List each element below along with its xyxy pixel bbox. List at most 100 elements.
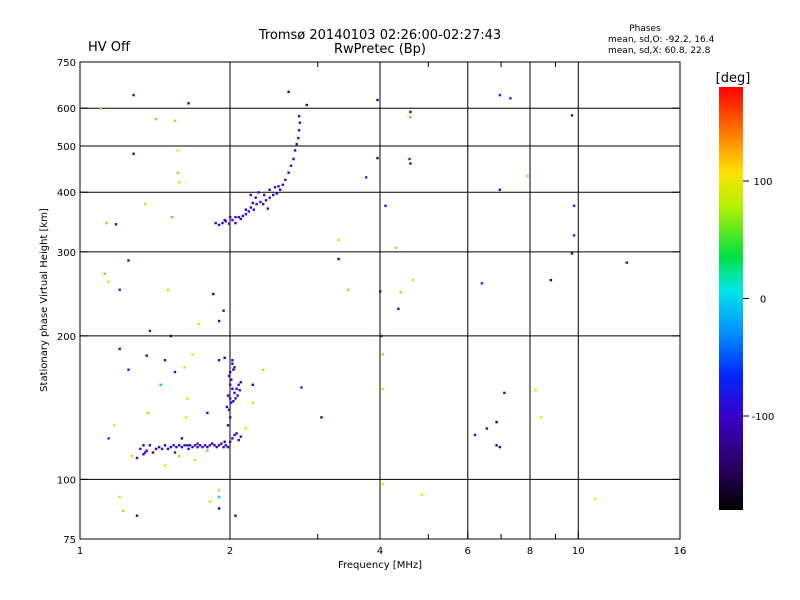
- echo-point: [227, 222, 231, 225]
- echo-point: [172, 444, 175, 447]
- echo-point: [203, 444, 207, 447]
- echo-point: [572, 204, 576, 207]
- colorbar-tick-label: 100: [753, 177, 772, 188]
- echo-point: [187, 102, 190, 105]
- echo-point: [221, 221, 224, 225]
- echo-point: [570, 114, 574, 117]
- echo-point: [214, 221, 217, 225]
- echo-point: [163, 359, 167, 362]
- echo-point: [211, 442, 214, 445]
- echo-point: [231, 362, 234, 365]
- echo-point: [142, 444, 145, 447]
- echo-point: [118, 288, 121, 291]
- echo-point: [381, 482, 385, 485]
- echo-point: [147, 411, 150, 415]
- echo-point: [230, 401, 233, 404]
- echo-point: [381, 353, 385, 356]
- echo-point: [275, 192, 278, 195]
- x-axis: 1 2 4 6 8 10 16: [77, 62, 686, 557]
- echo-point: [186, 444, 189, 447]
- echo-point: [233, 366, 236, 369]
- echo-point: [142, 453, 145, 456]
- y-axis-label: Stationary phase Virtual Height [km]: [39, 208, 50, 392]
- echo-point: [498, 445, 501, 449]
- echo-point: [268, 188, 271, 191]
- hv-status: HV Off: [88, 40, 131, 55]
- echo-point: [572, 234, 576, 237]
- echo-point: [411, 278, 414, 282]
- y-tick-label: 200: [57, 332, 76, 343]
- colorbar-tick-label: -100: [752, 412, 775, 423]
- echo-point: [169, 445, 172, 449]
- echo-point: [235, 387, 238, 390]
- x-tick-label: 6: [465, 546, 471, 557]
- x-tick-label: 8: [527, 546, 533, 557]
- plot-title: Tromsø 20140103 02:26:00-02:27:43: [258, 28, 501, 43]
- echo-point: [495, 444, 498, 447]
- echo-point: [183, 366, 186, 369]
- echo-point: [169, 334, 172, 338]
- echo-point: [184, 416, 188, 419]
- echo-point: [173, 119, 177, 123]
- echo-point: [262, 368, 265, 371]
- echo-point: [191, 445, 194, 449]
- echo-point: [135, 456, 139, 460]
- echo-point: [231, 218, 234, 222]
- echo-point: [292, 157, 295, 161]
- echo-point: [234, 514, 237, 517]
- echo-point: [105, 221, 108, 225]
- echo-point: [217, 495, 221, 499]
- echo-point: [226, 394, 230, 397]
- echo-point: [103, 272, 106, 275]
- echo-point: [226, 445, 230, 449]
- echo-point: [409, 162, 412, 165]
- stats-o: mean, sd,O: -92.2, 16.4: [608, 35, 715, 45]
- echo-point: [247, 210, 250, 213]
- echo-point: [238, 389, 241, 392]
- echo-point: [143, 451, 147, 454]
- echo-point: [171, 215, 174, 219]
- echo-point: [320, 416, 323, 419]
- echo-point: [191, 353, 194, 356]
- echo-point: [284, 178, 287, 182]
- echo-point: [173, 370, 177, 374]
- echo-point: [118, 347, 121, 350]
- echo-point: [509, 97, 512, 100]
- echo-point: [234, 397, 237, 400]
- plot-subtitle: RwPretec (Bp): [334, 42, 426, 57]
- echo-point: [503, 391, 506, 395]
- echo-point: [297, 136, 300, 140]
- echo-point: [234, 221, 237, 225]
- echo-point: [183, 444, 186, 447]
- colorbar: [719, 87, 743, 510]
- echo-point: [244, 213, 248, 216]
- echo-point: [251, 401, 254, 404]
- echo-point: [118, 495, 121, 499]
- y-tick-label: 300: [57, 248, 76, 259]
- echo-point: [143, 202, 147, 206]
- echo-point: [148, 329, 152, 333]
- echo-point: [163, 464, 167, 467]
- echo-point: [145, 354, 148, 357]
- echo-point: [236, 394, 239, 397]
- echo-point: [212, 292, 215, 296]
- echo-point: [176, 149, 179, 152]
- echo-point: [178, 181, 181, 184]
- echo-point: [127, 259, 130, 262]
- colorbar-ticks: 100 0 -100: [743, 177, 774, 423]
- echo-point: [208, 444, 211, 447]
- echo-point: [114, 223, 118, 226]
- echo-point: [224, 220, 227, 223]
- echo-point: [268, 196, 271, 199]
- echo-point: [160, 447, 164, 451]
- echo-point: [625, 261, 628, 264]
- echo-point: [498, 93, 501, 97]
- echo-point: [257, 191, 260, 194]
- echo-point: [498, 188, 501, 191]
- echo-point: [188, 444, 192, 447]
- echo-point: [154, 117, 158, 121]
- echo-point: [166, 447, 170, 451]
- echo-point: [178, 444, 181, 447]
- echo-point: [380, 334, 383, 338]
- echo-point: [295, 142, 298, 146]
